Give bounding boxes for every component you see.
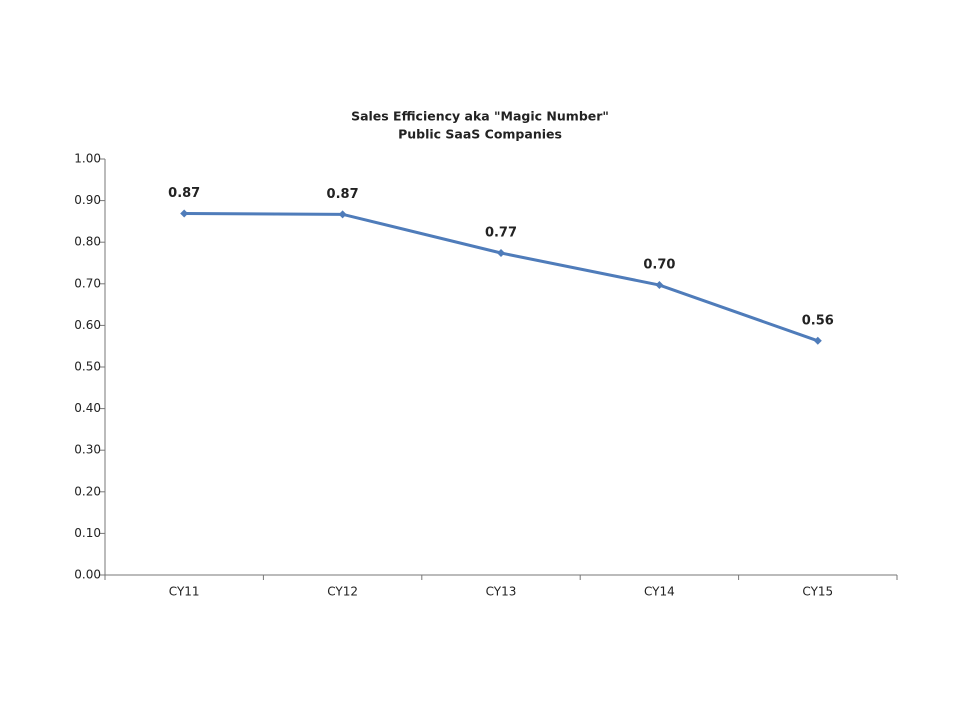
y-tick-label: 0.90 — [74, 193, 101, 207]
point-marker — [497, 249, 505, 258]
data-label: 0.77 — [485, 226, 517, 241]
x-tick-label: CY12 — [327, 585, 358, 599]
data-label: 0.87 — [327, 187, 359, 202]
data-label: 0.87 — [168, 186, 200, 201]
point-marker — [655, 281, 664, 290]
point-marker — [813, 336, 822, 345]
y-tick-label: 0.10 — [74, 526, 101, 540]
y-tick-label: 0.70 — [74, 276, 101, 290]
data-label: 0.70 — [643, 258, 675, 273]
chart-subtitle: Public SaaS Companies — [398, 127, 562, 142]
y-tick-label: 0.00 — [74, 568, 101, 582]
x-tick-label: CY13 — [486, 585, 517, 599]
y-tick-label: 0.20 — [74, 484, 101, 498]
point-marker — [338, 210, 347, 219]
chart-title: Sales Efficiency aka "Magic Number" — [351, 109, 609, 124]
data-label: 0.56 — [802, 313, 834, 328]
y-tick-label: 0.40 — [74, 401, 101, 415]
y-tick-label: 0.50 — [74, 360, 101, 374]
x-tick-label: CY15 — [802, 585, 833, 599]
x-tick-label: CY14 — [644, 585, 675, 599]
y-tick-label: 1.00 — [74, 152, 101, 166]
y-tick-label: 0.60 — [74, 318, 101, 332]
point-marker — [180, 209, 189, 218]
x-tick-label: CY11 — [169, 585, 200, 599]
y-tick-label: 0.30 — [74, 443, 101, 457]
y-tick-label: 0.80 — [74, 235, 101, 249]
